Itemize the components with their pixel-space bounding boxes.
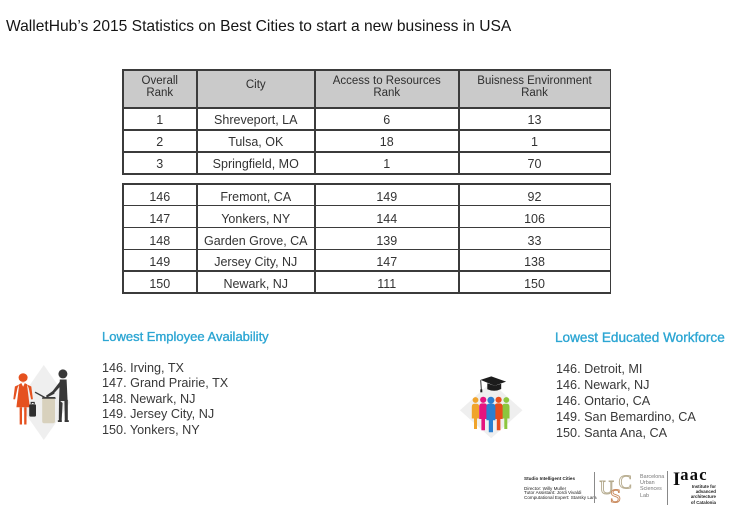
svg-text:S: S (610, 486, 621, 508)
svg-text:C: C (619, 472, 632, 494)
svg-text:U: U (600, 477, 615, 499)
